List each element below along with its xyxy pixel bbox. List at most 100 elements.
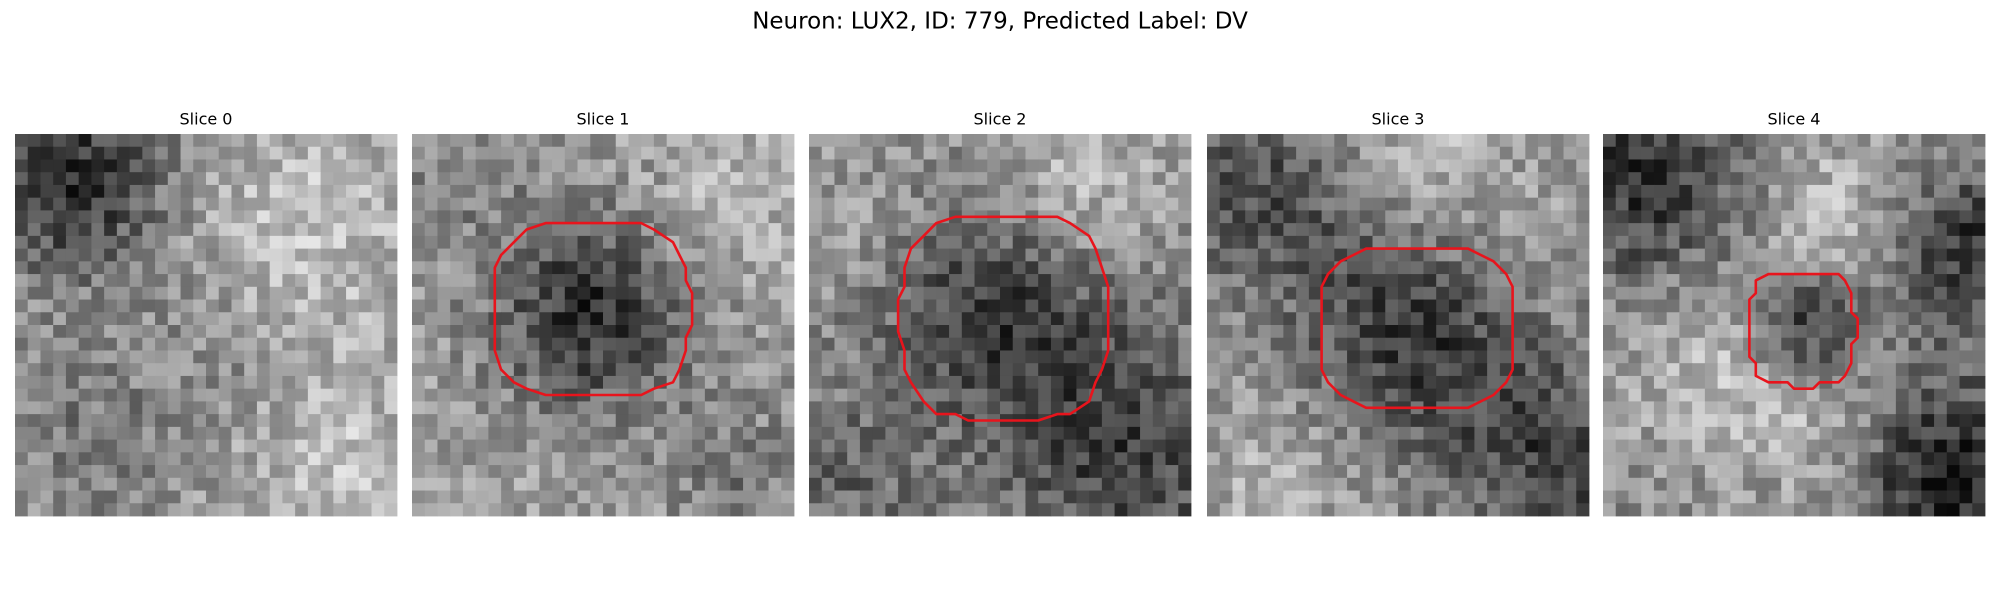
image-pixel: [1436, 261, 1450, 275]
image-pixel: [1063, 439, 1077, 453]
image-pixel: [717, 172, 731, 186]
image-pixel: [307, 325, 321, 339]
image-pixel: [834, 159, 848, 173]
image-pixel: [333, 439, 347, 453]
image-pixel: [40, 210, 54, 224]
image-pixel: [15, 350, 29, 364]
image-pixel: [1207, 197, 1221, 211]
image-pixel: [704, 312, 718, 326]
image-pixel: [333, 414, 347, 428]
image-pixel: [1628, 223, 1642, 237]
image-pixel: [936, 465, 950, 479]
image-pixel: [1512, 388, 1526, 402]
image-pixel: [1448, 490, 1463, 504]
image-pixel: [1628, 274, 1642, 288]
image-pixel: [1653, 337, 1668, 351]
image-pixel: [1334, 223, 1348, 237]
image-pixel: [1972, 312, 1986, 326]
image-pixel: [1921, 350, 1935, 364]
image-pixel: [872, 401, 886, 415]
image-pixel: [1832, 159, 1846, 173]
image-pixel: [552, 337, 566, 351]
image-pixel: [1140, 503, 1154, 517]
image-pixel: [424, 375, 438, 390]
image-pixel: [1257, 452, 1272, 466]
image-pixel: [859, 210, 874, 224]
image-pixel: [371, 325, 385, 339]
image-pixel: [1870, 197, 1884, 211]
image-pixel: [1512, 286, 1526, 300]
image-pixel: [1050, 452, 1065, 466]
image-pixel: [1152, 414, 1166, 428]
image-pixel: [1563, 223, 1577, 237]
image-pixel: [1730, 325, 1744, 339]
image-pixel: [231, 401, 245, 415]
image-pixel: [65, 375, 80, 390]
image-pixel: [116, 363, 130, 377]
image-pixel: [40, 325, 54, 339]
image-pixel: [142, 299, 156, 313]
image-pixel: [821, 325, 835, 339]
image-pixel: [1883, 363, 1897, 377]
image-pixel: [1934, 235, 1948, 249]
image-pixel: [1050, 465, 1065, 479]
image-pixel: [142, 401, 156, 415]
image-pixel: [1296, 223, 1310, 237]
image-pixel: [552, 325, 566, 339]
image-pixel: [1743, 401, 1757, 415]
image-pixel: [1641, 286, 1655, 300]
image-pixel: [1730, 439, 1744, 453]
image-pixel: [1525, 414, 1539, 428]
image-pixel: [206, 146, 220, 160]
image-pixel: [1219, 401, 1233, 415]
image-pixel: [1781, 299, 1795, 313]
image-pixel: [1487, 452, 1501, 466]
image-pixel: [615, 159, 629, 173]
image-pixel: [743, 401, 757, 415]
image-pixel: [949, 350, 963, 364]
image-pixel: [475, 439, 489, 453]
image-pixel: [1359, 261, 1373, 275]
image-pixel: [1844, 248, 1859, 262]
image-pixel: [1165, 235, 1179, 249]
image-pixel: [577, 210, 591, 224]
image-pixel: [961, 426, 975, 440]
image-pixel: [1140, 159, 1154, 173]
image-pixel: [1372, 375, 1386, 390]
image-pixel: [15, 184, 29, 199]
image-pixel: [628, 134, 642, 148]
image-pixel: [679, 490, 693, 504]
image-pixel: [231, 235, 245, 249]
image-pixel: [412, 134, 426, 148]
image-pixel: [1512, 274, 1526, 288]
image-pixel: [1436, 490, 1450, 504]
image-pixel: [256, 439, 271, 453]
image-pixel: [1140, 312, 1154, 326]
image-pixel: [1730, 375, 1744, 390]
image-pixel: [936, 235, 950, 249]
image-pixel: [1921, 159, 1935, 173]
image-pixel: [1743, 134, 1757, 148]
image-pixel: [513, 261, 527, 275]
image-pixel: [1270, 235, 1284, 249]
image-pixel: [1359, 146, 1373, 160]
image-pixel: [307, 452, 321, 466]
image-pixel: [1127, 134, 1141, 148]
image-pixel: [1461, 490, 1475, 504]
image-pixel: [704, 235, 718, 249]
image-pixel: [91, 312, 105, 326]
image-pixel: [898, 477, 912, 491]
image-pixel: [1666, 210, 1680, 224]
image-pixel: [320, 223, 334, 237]
image-pixel: [1487, 439, 1501, 453]
image-pixel: [1063, 146, 1077, 160]
image-pixel: [1165, 490, 1179, 504]
image-pixel: [1410, 312, 1424, 326]
image-pixel: [1512, 312, 1526, 326]
image-pixel: [1972, 299, 1986, 313]
image-pixel: [1296, 477, 1310, 491]
image-pixel: [1908, 197, 1922, 211]
image-pixel: [1550, 286, 1564, 300]
image-pixel: [1410, 146, 1424, 160]
image-pixel: [180, 159, 194, 173]
